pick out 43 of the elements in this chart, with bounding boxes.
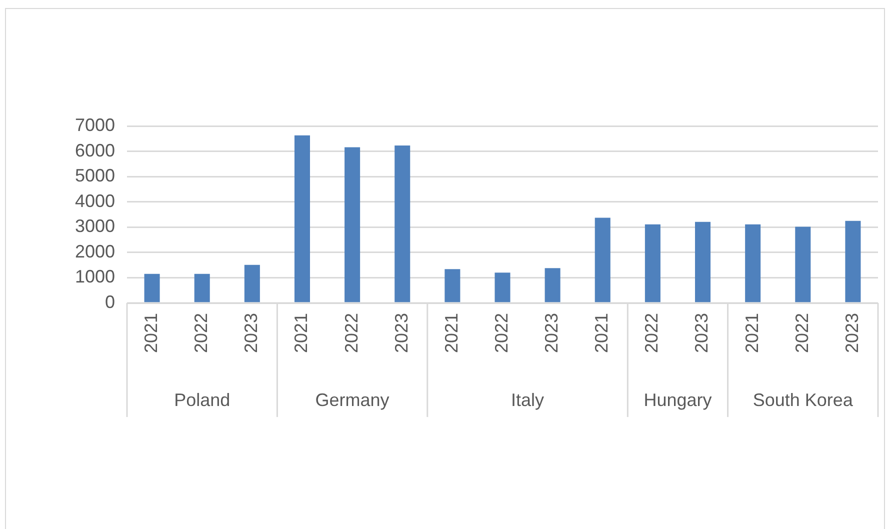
y-tick-label: 1000 xyxy=(74,266,115,287)
x-tick-label: 2021 xyxy=(592,313,612,354)
x-tick-label: 2023 xyxy=(241,313,262,354)
text: Poland xyxy=(174,390,230,410)
x-tick-label: 2022 xyxy=(491,313,512,354)
bar xyxy=(394,145,410,302)
bar xyxy=(644,224,660,302)
bar xyxy=(845,220,861,302)
bar xyxy=(745,224,761,302)
x-tick-label: 2023 xyxy=(842,313,862,354)
bar xyxy=(244,264,260,302)
x-tick-label: 2021 xyxy=(141,313,161,354)
text: Germany xyxy=(315,390,390,410)
bar xyxy=(294,135,310,302)
bar xyxy=(344,147,360,302)
bar xyxy=(795,226,811,302)
y-tick-label: 3000 xyxy=(74,216,115,236)
text: Italy xyxy=(511,390,544,410)
x-tick-label: 2022 xyxy=(341,313,362,354)
bar xyxy=(594,218,610,302)
text: Hungary xyxy=(644,390,712,410)
y-tick-label: 6000 xyxy=(74,140,115,160)
bar xyxy=(194,274,210,302)
x-tick-label: 2021 xyxy=(441,313,462,354)
y-tick-label: 7000 xyxy=(74,114,115,135)
x-tick-label: 2023 xyxy=(542,313,562,354)
x-tick-label: 2023 xyxy=(391,313,412,354)
y-tick-label: 5000 xyxy=(74,166,115,186)
x-tick-label: 2023 xyxy=(692,313,712,354)
y-tick-label: 0 xyxy=(104,292,115,312)
x-tick-label: 2021 xyxy=(742,313,762,354)
x-tick-label: 2021 xyxy=(291,313,312,354)
bar xyxy=(494,272,510,302)
x-tick-label: 2022 xyxy=(792,313,812,354)
text: South Korea xyxy=(752,390,854,410)
bar xyxy=(444,269,460,302)
bar xyxy=(544,268,560,302)
bar xyxy=(144,274,160,302)
x-tick-label: 2022 xyxy=(191,313,212,354)
bar xyxy=(695,222,711,302)
y-tick-label: 2000 xyxy=(74,241,115,262)
x-tick-label: 2022 xyxy=(642,313,662,354)
y-tick-label: 4000 xyxy=(74,190,115,211)
